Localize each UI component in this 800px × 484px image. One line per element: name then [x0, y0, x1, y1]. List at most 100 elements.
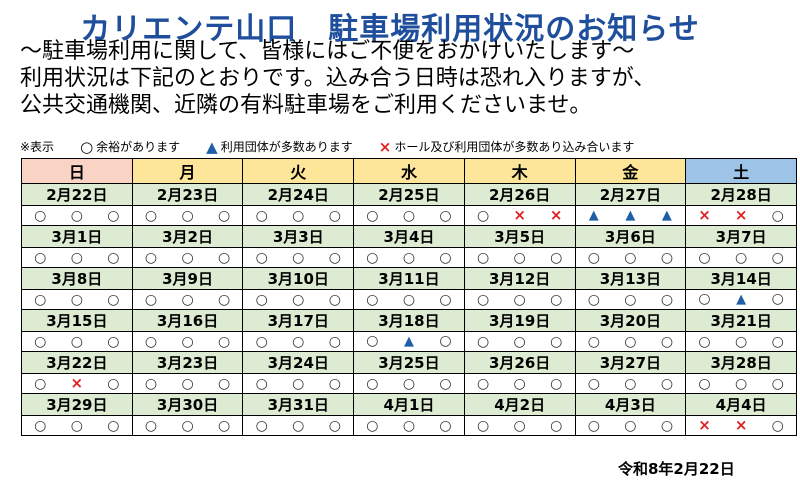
circle-icon: ○	[624, 249, 637, 266]
circle-icon: ○	[439, 249, 452, 266]
date-row: 3月15日 3月16日 3月17日 3月18日 3月19日 3月20日 3月21日	[21, 309, 797, 332]
circle-icon: ○	[624, 291, 637, 308]
circle-icon: ○	[107, 207, 120, 224]
circle-icon: ○	[181, 249, 194, 266]
date-cell: 3月6日	[574, 225, 687, 248]
circle-icon: ○	[181, 207, 194, 224]
status-cell: ○ ○ ○	[353, 289, 465, 310]
date-cell: 4月4日	[685, 393, 797, 416]
status-cell: ○ × ×	[463, 205, 576, 226]
circle-icon: ○	[587, 417, 600, 434]
cross-icon: ×	[513, 206, 526, 224]
date-cell: 3月11日	[353, 267, 465, 290]
circle-icon: ○	[402, 207, 416, 224]
status-cell: ○ ○ ○	[463, 373, 576, 394]
date-row: 3月8日 3月9日 3月10日 3月11日 3月12日 3月13日 3月14日	[21, 267, 797, 290]
status-cell: ○ ○ ○	[242, 331, 355, 352]
circle-icon: ○	[181, 333, 194, 350]
date-cell: 3月21日	[685, 309, 797, 332]
date-cell: 3月7日	[685, 225, 797, 248]
cross-icon: ×	[734, 416, 748, 434]
weekday-header: 木	[463, 158, 576, 184]
status-cell: ○ ○ ○	[463, 247, 576, 268]
status-cell: ○ ▲ ○	[353, 331, 465, 352]
date-cell: 3月23日	[131, 351, 244, 374]
date-row: 3月29日 3月30日 3月31日 4月1日 4月2日 4月3日 4月4日	[21, 393, 797, 416]
status-cell: ○ ○ ○	[21, 205, 133, 226]
circle-icon: ○	[550, 417, 563, 434]
circle-icon: ○	[34, 333, 47, 350]
status-cell: ○ ○ ○	[242, 415, 355, 436]
status-cell: ○ ○ ○	[353, 373, 465, 394]
issue-date: 令和8年2月22日	[618, 460, 735, 478]
circle-icon: ○	[476, 417, 490, 434]
status-cell: ○ ○ ○	[242, 289, 355, 310]
date-cell: 3月29日	[21, 393, 133, 416]
status-cell: ○ ○ ○	[131, 205, 244, 226]
circle-icon: ○	[292, 417, 305, 434]
status-cell: ○ ○ ○	[463, 415, 576, 436]
status-cell: ○ ○ ○	[21, 415, 133, 436]
circle-icon: ○	[255, 207, 268, 224]
legend: ※表示 ○ 余裕があります ▲ 利用団体が多数あります × ホール及び利用団体が…	[20, 138, 660, 155]
date-cell: 3月14日	[685, 267, 797, 290]
circle-icon: ○	[328, 291, 341, 308]
status-cell: ○ ○ ○	[242, 373, 355, 394]
date-cell: 2月26日	[463, 183, 576, 206]
circle-icon: ○	[255, 249, 268, 266]
date-cell: 3月9日	[131, 267, 244, 290]
circle-icon: ○	[107, 417, 120, 434]
circle-icon: ○	[255, 291, 268, 308]
weekday-header: 水	[353, 158, 465, 184]
status-cell: ○ ○ ○	[21, 331, 133, 352]
date-cell: 3月27日	[574, 351, 687, 374]
status-cell: ○ ○ ○	[353, 415, 465, 436]
circle-icon: ○	[660, 375, 674, 392]
circle-icon: ○	[771, 418, 784, 434]
cross-icon: ×	[698, 416, 711, 434]
circle-icon: ○	[513, 249, 526, 266]
circle-icon: ○	[698, 291, 711, 307]
status-cell: × × ○	[685, 205, 797, 226]
triangle-icon: ▲	[403, 334, 414, 349]
circle-icon: ○	[144, 375, 158, 392]
date-cell: 3月19日	[463, 309, 576, 332]
date-cell: 3月30日	[131, 393, 244, 416]
date-cell: 3月22日	[21, 351, 133, 374]
status-cell: ○ ○ ○	[242, 205, 355, 226]
circle-icon: ○	[660, 417, 674, 434]
date-cell: 2月28日	[685, 183, 797, 206]
date-cell: 4月3日	[574, 393, 687, 416]
circle-icon: ○	[70, 207, 83, 224]
circle-icon: ○	[771, 208, 784, 224]
circle-icon: ○	[144, 291, 158, 308]
cross-icon: ×	[378, 137, 392, 156]
triangle-icon: ▲	[625, 207, 636, 223]
circle-icon: ○	[144, 249, 158, 266]
status-cell: ○ ○ ○	[574, 331, 687, 352]
circle-icon: ○	[181, 417, 194, 434]
circle-icon: ○	[698, 249, 711, 266]
date-cell: 3月26日	[463, 351, 576, 374]
status-cell: × × ○	[685, 415, 797, 436]
date-cell: 4月1日	[353, 393, 465, 416]
circle-icon: ○	[771, 375, 784, 392]
status-cell: ○ ○ ○	[353, 247, 465, 268]
cross-icon: ×	[70, 374, 84, 392]
circle-icon: ○	[70, 291, 83, 308]
circle-icon: ○	[255, 333, 268, 350]
date-cell: 3月13日	[574, 267, 687, 290]
circle-icon: ○	[734, 333, 748, 350]
circle-icon: ○	[439, 375, 452, 392]
status-cell: ○ ○ ○	[353, 205, 465, 226]
date-cell: 3月28日	[685, 351, 797, 374]
circle-icon: ○	[144, 417, 158, 434]
circle-icon: ○	[734, 375, 748, 392]
intro-line-2: 利用状況は下記のとおりです。込み合う日時は恐れ入りますが、	[20, 66, 656, 91]
circle-icon: ○	[402, 249, 416, 266]
status-cell: ○ ○ ○	[131, 289, 244, 310]
weekday-header: 土	[685, 158, 797, 184]
circle-icon: ○	[218, 291, 231, 308]
circle-icon: ○	[366, 417, 379, 434]
date-cell: 3月16日	[131, 309, 244, 332]
